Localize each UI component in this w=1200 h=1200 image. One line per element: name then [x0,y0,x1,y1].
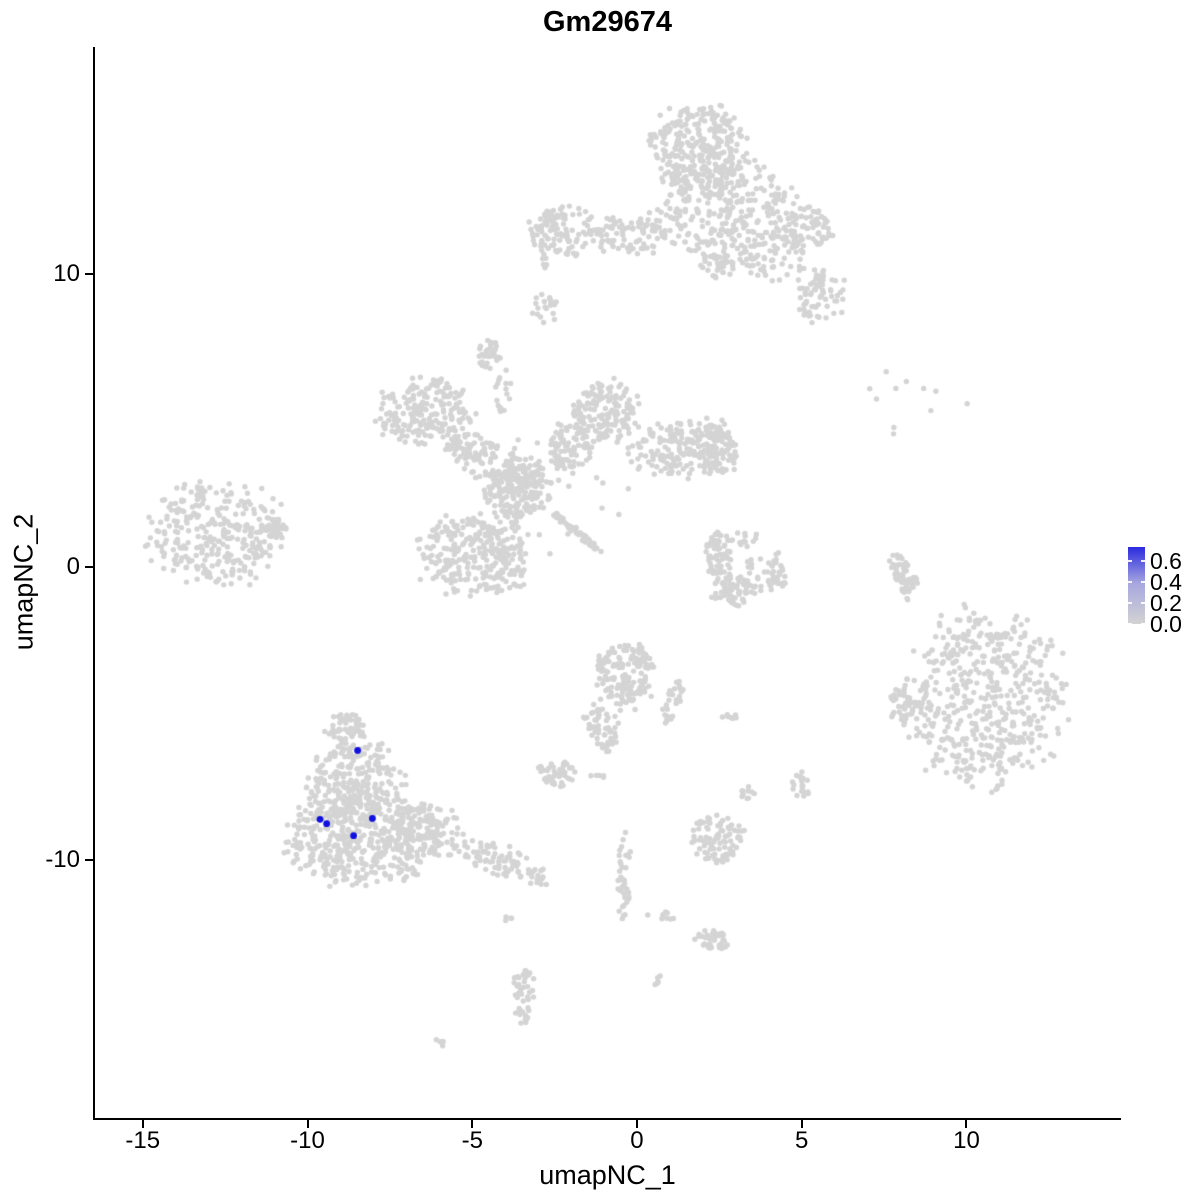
y-axis-line [93,47,95,1120]
colorbar-tick-mark [1141,560,1145,562]
colorbar-tick-label: 0.0 [1150,611,1182,637]
x-tick-label: -5 [461,1127,483,1154]
x-axis-line [93,1118,1121,1120]
y-tick-mark [85,565,93,568]
plot-title: Gm29674 [543,6,672,38]
x-tick-mark [800,1120,803,1128]
y-tick-label: -10 [45,846,80,874]
x-tick-mark [141,1120,144,1128]
x-tick-label: 0 [630,1127,644,1154]
y-tick-label: 0 [66,552,80,580]
x-tick-label: 5 [795,1127,809,1154]
colorbar-tick-label: 0.6 [1150,548,1182,574]
colorbar-tick-mark [1141,623,1145,625]
colorbar-tick-mark [1128,623,1132,625]
colorbar-tick-label: 0.4 [1150,569,1182,595]
x-axis-title: umapNC_1 [539,1160,676,1190]
colorbar-tick-mark [1128,560,1132,562]
y-axis-title: umapNC_2 [8,513,39,651]
colorbar-tick-mark [1128,602,1132,604]
x-tick-mark [635,1120,638,1128]
y-tick-mark [85,859,93,862]
colorbar-gradient [1128,547,1145,624]
colorbar-tick-label: 0.2 [1150,590,1182,616]
x-tick-mark [471,1120,474,1128]
y-tick-label: 10 [53,259,80,287]
colorbar-tick-mark [1141,602,1145,604]
x-tick-label: -10 [290,1127,325,1154]
x-tick-label: -15 [125,1127,161,1154]
colorbar-tick-mark [1141,581,1145,583]
x-tick-label: 10 [953,1127,980,1154]
x-tick-mark [306,1120,309,1128]
x-tick-mark [965,1120,968,1128]
y-tick-mark [85,272,93,275]
colorbar-tick-mark [1128,581,1132,583]
